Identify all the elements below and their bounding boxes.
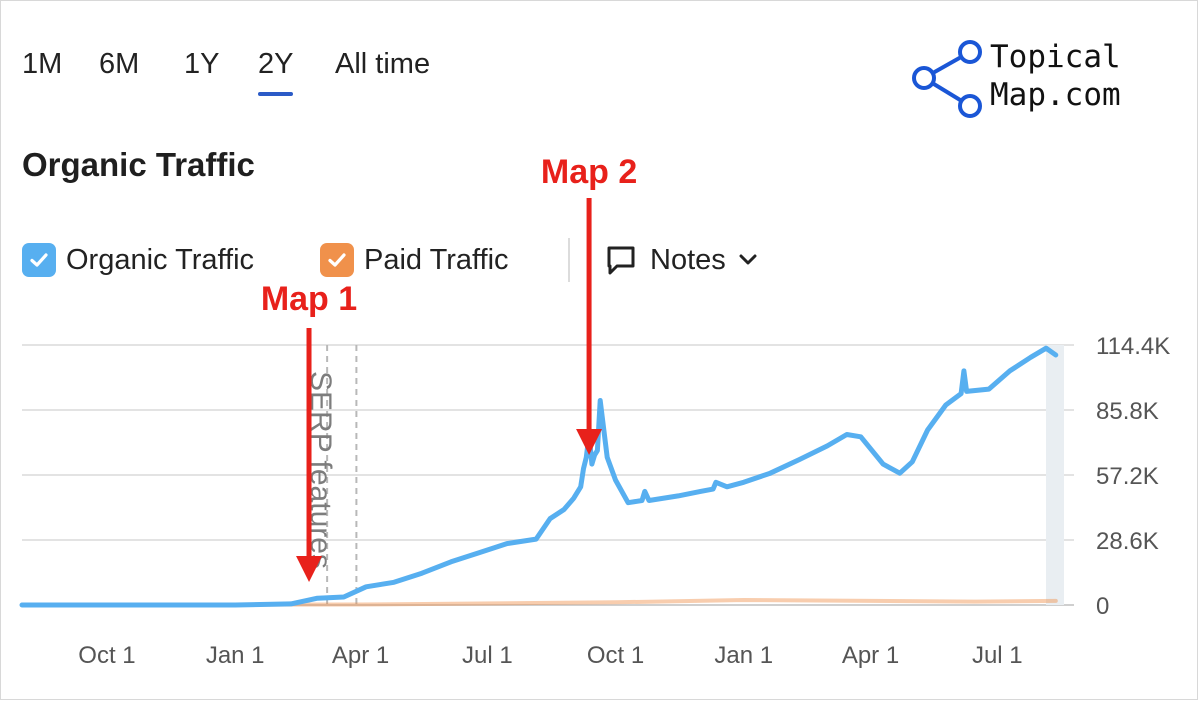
tab-6m[interactable]: 6M [99,48,140,80]
current-period-shade [1046,345,1064,605]
x-tick-label: Apr 1 [332,642,389,669]
x-tick-label: Oct 1 [587,642,644,669]
logo-text-line2: Map.com [990,77,1121,113]
y-tick-label: 57.2K [1096,463,1159,490]
x-tick-label: Jan 1 [206,642,265,669]
x-tick-label: Jan 1 [714,642,773,669]
organic-traffic-line [19,345,1059,608]
x-tick-label: Apr 1 [842,642,899,669]
chevron-down-icon [739,254,757,265]
checkbox-checked-icon[interactable] [22,243,56,277]
logo-text-line1: Topical [990,39,1121,75]
tab-1m[interactable]: 1M [22,48,63,80]
y-tick-label: 28.6K [1096,528,1159,555]
annotation-label: Map 2 [541,153,637,191]
tab-all-time[interactable]: All time [335,48,431,80]
legend-organic-traffic[interactable]: Organic Traffic [22,240,254,280]
chart-title: Organic Traffic [22,146,255,183]
notes-label: Notes [650,243,726,276]
x-tick-label: Jul 1 [972,642,1023,669]
x-tick-label: Oct 1 [78,642,135,669]
notes-dropdown[interactable]: Notes [604,240,760,280]
legend-divider [568,238,570,282]
checkbox-checked-icon[interactable] [320,243,354,277]
annotation-label: Map 1 [261,280,357,318]
legend-organic-label: Organic Traffic [66,243,255,276]
annotation-arrow-head [296,556,323,582]
network-share-icon [912,40,982,118]
paid-traffic-line [20,598,1058,607]
tab-1y[interactable]: 1Y [184,48,220,80]
y-tick-label: 85.8K [1096,398,1159,425]
annotation-arrow-head [576,429,603,455]
x-tick-label: Jul 1 [462,642,513,669]
y-tick-label: 114.4K [1096,333,1170,360]
comment-icon [607,246,635,275]
y-tick-label: 0 [1096,593,1109,620]
tab-2y[interactable]: 2Y [258,44,294,96]
legend-paid-label: Paid Traffic [364,243,509,276]
topicalmap-logo: Topical Map.com [910,38,1150,122]
legend-paid-traffic[interactable]: Paid Traffic [320,240,509,280]
